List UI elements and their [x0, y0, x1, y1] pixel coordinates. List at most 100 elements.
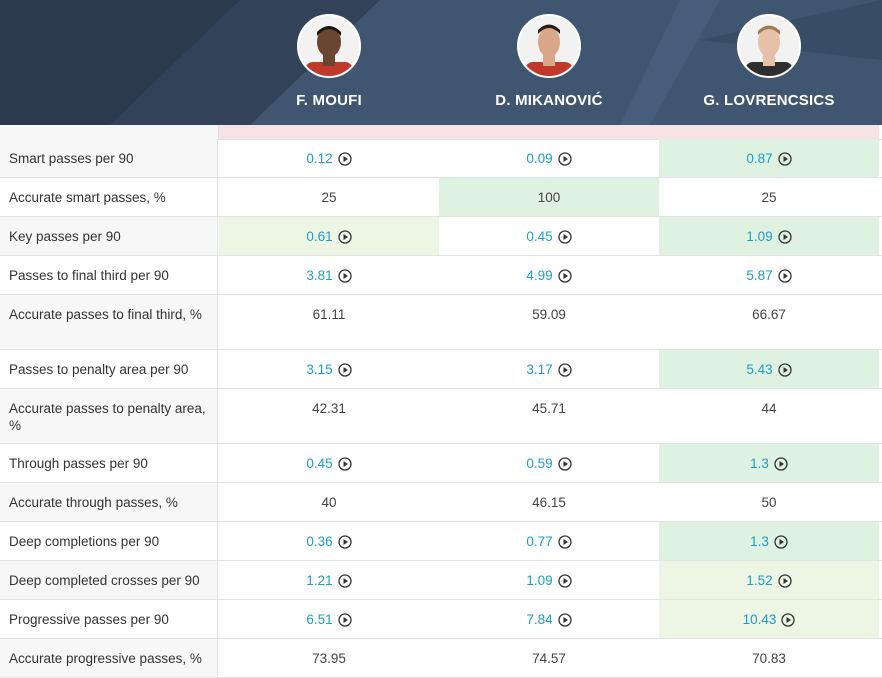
stat-cell[interactable]: 5.43	[659, 350, 879, 388]
stat-cell[interactable]: 10.43	[659, 600, 879, 638]
stat-cell[interactable]: 1.3	[659, 522, 879, 560]
play-video-icon[interactable]	[337, 230, 352, 244]
play-video-icon[interactable]	[337, 535, 352, 549]
stat-value: 74.57	[532, 651, 566, 666]
stat-cell[interactable]: 1.09	[659, 217, 879, 255]
stat-cell[interactable]: 0.87	[659, 139, 879, 177]
row-label: Passes to final third per 90	[0, 256, 218, 294]
stat-value-link[interactable]: 1.09	[526, 573, 553, 588]
stat-cell[interactable]: 3.81	[219, 256, 439, 294]
stat-cell[interactable]: 1.21	[219, 561, 439, 599]
stat-value: 42.31	[312, 401, 346, 416]
stat-value-link[interactable]: 4.99	[526, 268, 553, 283]
stat-value-link[interactable]: 0.77	[526, 534, 553, 549]
table-row: Passes to final third per 90 3.81 4.99 5.87	[0, 256, 882, 295]
player-name: F. MOUFI	[296, 92, 362, 109]
stat-value-link[interactable]: 0.61	[306, 229, 333, 244]
stat-cell[interactable]: 0.61	[219, 217, 439, 255]
stat-value-link[interactable]: 5.43	[746, 362, 773, 377]
row-label: Accurate smart passes, %	[0, 178, 218, 216]
table-row: Deep completions per 90 0.36 0.77 1.3	[0, 522, 882, 561]
play-video-icon[interactable]	[557, 152, 572, 166]
play-video-icon[interactable]	[557, 269, 572, 283]
play-video-icon[interactable]	[557, 363, 572, 377]
play-video-icon[interactable]	[337, 613, 352, 627]
row-label: Key passes per 90	[0, 217, 218, 255]
play-video-icon[interactable]	[777, 363, 792, 377]
play-video-icon[interactable]	[781, 613, 796, 627]
table-row: Accurate passes to penalty area, % 42.31 4…	[0, 389, 882, 444]
table-row: Accurate through passes, % 40 46.15 50	[0, 483, 882, 522]
stat-cell[interactable]: 0.45	[219, 444, 439, 482]
table-row: Accurate smart passes, % 25 100 25	[0, 178, 882, 217]
stat-value-link[interactable]: 1.09	[746, 229, 773, 244]
table-row: Deep completed crosses per 90 1.21 1.09 1.5…	[0, 561, 882, 600]
stat-value-link[interactable]: 0.45	[526, 229, 553, 244]
stat-cell: 66.67	[659, 295, 879, 349]
stat-value: 50	[761, 495, 777, 510]
stat-cell: 74.57	[439, 639, 659, 677]
stat-value-link[interactable]: 5.87	[746, 268, 773, 283]
stat-cell: 73.95	[219, 639, 439, 677]
stat-value-link[interactable]: 6.51	[306, 612, 333, 627]
play-video-icon[interactable]	[337, 152, 352, 166]
player-column-3[interactable]: G. LOVRENCSICS	[659, 14, 879, 109]
play-video-icon[interactable]	[774, 457, 788, 471]
stat-cell[interactable]: 0.12	[219, 139, 439, 177]
stat-cell[interactable]: 0.09	[439, 139, 659, 177]
stat-cell: 50	[659, 483, 879, 521]
stat-cell[interactable]: 0.36	[219, 522, 439, 560]
row-label: Accurate passes to final third, %	[0, 295, 218, 349]
stat-cell[interactable]: 3.15	[219, 350, 439, 388]
play-video-icon[interactable]	[777, 574, 792, 588]
stat-value-link[interactable]: 1.21	[306, 573, 333, 588]
stat-cell[interactable]: 0.77	[439, 522, 659, 560]
player-column-1[interactable]: F. MOUFI	[219, 14, 439, 109]
stat-cell[interactable]: 1.52	[659, 561, 879, 599]
play-video-icon[interactable]	[557, 613, 572, 627]
stat-cell[interactable]: 1.09	[439, 561, 659, 599]
play-video-icon[interactable]	[774, 535, 788, 549]
stat-cell[interactable]: 0.45	[439, 217, 659, 255]
player-name: G. LOVRENCSICS	[703, 92, 835, 109]
play-video-icon[interactable]	[337, 269, 352, 283]
stat-value-link[interactable]: 1.3	[750, 456, 769, 471]
play-video-icon[interactable]	[777, 230, 792, 244]
stat-value: 66.67	[752, 307, 786, 322]
player-column-2[interactable]: D. MIKANOVIĆ	[439, 14, 659, 109]
play-video-icon[interactable]	[557, 574, 572, 588]
stat-cell[interactable]: 4.99	[439, 256, 659, 294]
stat-cell[interactable]: 3.17	[439, 350, 659, 388]
stat-cell[interactable]: 5.87	[659, 256, 879, 294]
stat-cell[interactable]: 0.59	[439, 444, 659, 482]
stats-table: Smart passes per 90 0.12 0.09 0.87 Accurate …	[0, 139, 882, 678]
play-video-icon[interactable]	[557, 230, 572, 244]
stat-cell[interactable]: 7.84	[439, 600, 659, 638]
play-video-icon[interactable]	[337, 574, 352, 588]
play-video-icon[interactable]	[337, 457, 352, 471]
stat-value-link[interactable]: 0.59	[526, 456, 553, 471]
stat-value-link[interactable]: 0.45	[306, 456, 333, 471]
stat-value-link[interactable]: 3.17	[526, 362, 553, 377]
stat-value: 44	[761, 401, 777, 416]
stat-value-link[interactable]: 3.15	[306, 362, 333, 377]
play-video-icon[interactable]	[777, 152, 792, 166]
stat-value-link[interactable]: 0.36	[306, 534, 333, 549]
stat-value-link[interactable]: 0.12	[306, 151, 333, 166]
play-video-icon[interactable]	[557, 457, 572, 471]
stat-cell[interactable]: 6.51	[219, 600, 439, 638]
stat-value-link[interactable]: 3.81	[306, 268, 333, 283]
stat-value-link[interactable]: 0.87	[746, 151, 773, 166]
stat-value-link[interactable]: 1.3	[750, 534, 769, 549]
stat-value: 45.71	[532, 401, 566, 416]
stat-value: 59.09	[532, 307, 566, 322]
stat-cell[interactable]: 1.3	[659, 444, 879, 482]
stat-value-link[interactable]: 1.52	[746, 573, 773, 588]
stat-value-link[interactable]: 10.43	[742, 612, 777, 627]
table-row: Key passes per 90 0.61 0.45 1.09	[0, 217, 882, 256]
play-video-icon[interactable]	[337, 363, 352, 377]
stat-value-link[interactable]: 7.84	[526, 612, 553, 627]
stat-value-link[interactable]: 0.09	[526, 151, 553, 166]
play-video-icon[interactable]	[557, 535, 572, 549]
play-video-icon[interactable]	[777, 269, 792, 283]
